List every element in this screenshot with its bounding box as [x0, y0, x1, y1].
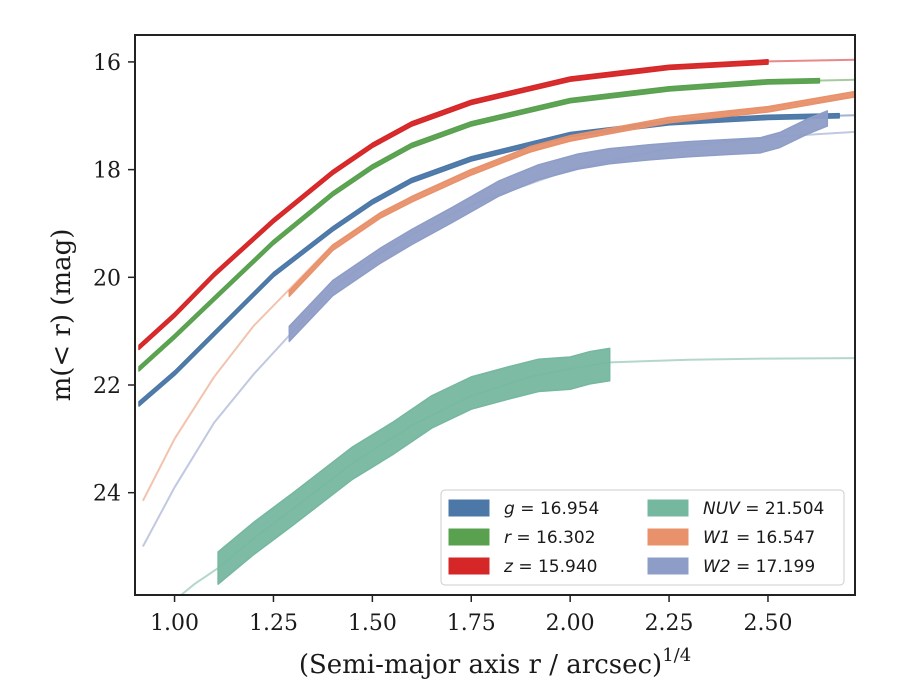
legend-label: g = 16.954	[504, 499, 599, 519]
legend-band: W2	[703, 557, 731, 577]
data-band-g	[138, 112, 840, 407]
y-tick-label: 16	[93, 51, 121, 76]
data-band-W2	[288, 110, 829, 343]
x-axis-ticks: 1.00 1.25 1.50 1.75 2.00 2.25 2.50	[150, 595, 792, 636]
x-axis-label: (Semi-major axis r / arcsec)1/4	[299, 645, 691, 680]
legend-label: r = 16.302	[504, 528, 596, 548]
legend-item-W1: W1 = 16.547	[647, 528, 815, 548]
plot-curves	[138, 58, 855, 595]
series-NUV	[179, 347, 855, 595]
series-g	[138, 112, 855, 407]
model-line-r	[138, 78, 855, 370]
x-axis-label-superscript: 1/4	[662, 645, 691, 666]
y-tick-label: 22	[93, 374, 121, 399]
data-band-W1	[288, 90, 855, 297]
x-tick-label: 1.00	[150, 611, 199, 636]
x-tick-label: 1.50	[348, 611, 397, 636]
legend-mag: = 16.954	[515, 499, 600, 519]
legend-swatch	[448, 557, 490, 575]
x-axis-label-text: (Semi-major axis r / arcsec)	[299, 650, 662, 680]
data-band-r	[138, 77, 821, 372]
legend-swatch	[647, 528, 689, 546]
legend-item-g: g = 16.954	[448, 499, 599, 519]
y-tick-label: 24	[93, 482, 121, 507]
legend-band: z	[503, 557, 514, 577]
x-tick-label: 1.25	[249, 611, 298, 636]
legend-label: W1 = 16.547	[703, 528, 815, 548]
legend-band: g	[504, 499, 515, 519]
legend-item-z: z = 15.940	[448, 557, 597, 577]
data-band-NUV	[217, 347, 611, 585]
legend-mag: = 15.940	[513, 557, 598, 577]
x-tick-label: 2.50	[743, 611, 792, 636]
plot-frame	[134, 34, 856, 596]
legend-mag: = 16.302	[511, 528, 596, 548]
legend-band: r	[504, 528, 512, 548]
legend-band: W1	[703, 528, 731, 548]
legend-mag: = 16.547	[731, 528, 816, 548]
series-W1	[142, 90, 855, 502]
x-tick-label: 1.75	[447, 611, 496, 636]
y-tick-label: 18	[93, 159, 121, 184]
model-line-g	[138, 114, 855, 405]
legend-swatch	[647, 557, 689, 575]
y-axis-ticks: 16 18 20 22 24	[93, 51, 135, 507]
legend-label: W2 = 17.199	[703, 557, 815, 577]
y-axis-label: m(< r) (mag)	[47, 229, 77, 402]
series-z	[138, 58, 855, 351]
x-tick-label: 2.25	[645, 611, 694, 636]
legend-band: NUV	[703, 499, 741, 519]
legend-item-NUV: NUV = 21.504	[647, 499, 824, 519]
legend-item-r: r = 16.302	[448, 528, 596, 548]
legend-mag: = 21.504	[740, 499, 825, 519]
legend-swatch	[647, 499, 689, 517]
legend-item-W2: W2 = 17.199	[647, 557, 815, 577]
legend-swatch	[448, 499, 490, 517]
series-r	[138, 77, 855, 372]
legend-label: z = 15.940	[503, 557, 597, 577]
legend-label: NUV = 21.504	[703, 499, 824, 519]
legend-mag: = 17.199	[731, 557, 816, 577]
y-tick-label: 20	[93, 266, 121, 291]
legend-frame	[440, 489, 845, 586]
data-band-z	[138, 59, 769, 351]
legend-swatch	[448, 528, 490, 546]
series-W2	[142, 110, 855, 547]
x-tick-label: 2.00	[546, 611, 595, 636]
